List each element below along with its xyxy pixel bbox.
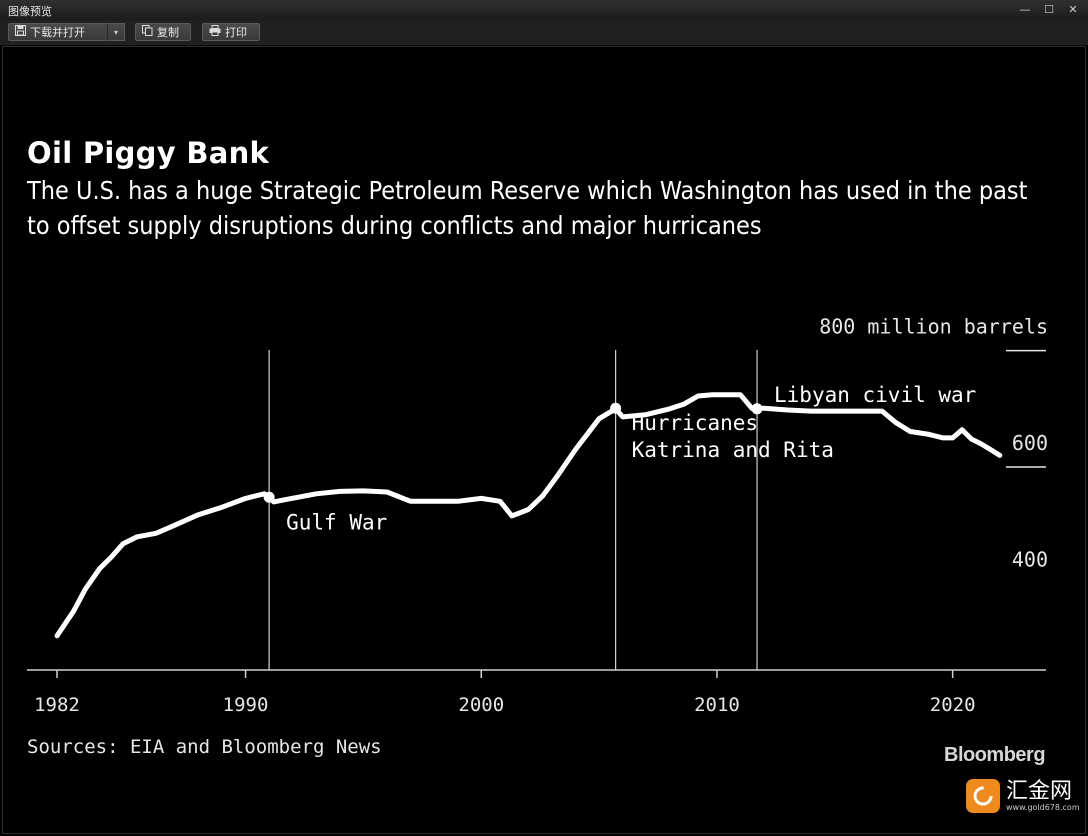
- chart-title: Oil Piggy Bank: [27, 136, 270, 170]
- close-button[interactable]: ✕: [1068, 2, 1078, 16]
- event-point-2: [751, 403, 763, 415]
- event-point-1: [610, 402, 622, 414]
- download-open-label: 下载并打开: [30, 26, 85, 39]
- x-tick-label-2: 2000: [458, 694, 504, 716]
- image-viewport: [2, 46, 1086, 834]
- window-controls: — ☐ ✕: [1018, 2, 1080, 16]
- gold678-logo-icon: [966, 779, 1000, 813]
- chevron-down-icon: ▾: [113, 27, 118, 37]
- copy-button[interactable]: 复制: [135, 23, 191, 41]
- save-icon: [15, 25, 26, 39]
- x-tick-label-1: 1990: [223, 694, 269, 716]
- watermark-name: 汇金网: [1006, 778, 1073, 804]
- x-tick-label-3: 2010: [694, 694, 740, 716]
- source-note: Sources: EIA and Bloomberg News: [27, 736, 382, 758]
- event-label-2: Libyan civil war: [774, 383, 976, 407]
- x-tick-label-0: 1982: [34, 694, 80, 716]
- download-dropdown-button[interactable]: ▾: [107, 23, 125, 41]
- print-label: 打印: [225, 26, 247, 39]
- copy-icon: [142, 25, 153, 39]
- event-point-0: [263, 491, 275, 503]
- print-button[interactable]: 打印: [202, 23, 260, 41]
- copy-label: 复制: [157, 26, 179, 39]
- event-label-1: Hurricanes: [632, 411, 758, 435]
- reserve-series-line: [54, 392, 1003, 639]
- chart-subtitle: The U.S. has a huge Strategic Petroleum …: [27, 176, 1028, 240]
- maximize-button[interactable]: ☐: [1044, 2, 1054, 16]
- bloomberg-logo: Bloomberg: [944, 744, 1046, 766]
- y-tick-label-2: 400: [1012, 547, 1048, 571]
- watermark-url: www.gold678.com: [1006, 802, 1080, 812]
- y-tick-label-0: 800 million barrels: [819, 315, 1048, 339]
- printer-icon: [209, 25, 221, 39]
- event-label-1-line2: Katrina and Rita: [632, 438, 834, 462]
- y-tick-label-1: 600: [1012, 431, 1048, 455]
- x-tick-label-4: 2020: [930, 694, 976, 716]
- window-title: 图像预览: [8, 5, 52, 18]
- event-label-0: Gulf War: [286, 510, 387, 534]
- toolbar: 下载并打开 ▾ 复制 打印: [0, 20, 1088, 46]
- gold678-watermark: 汇金网 www.gold678.com: [966, 778, 1080, 814]
- minimize-button[interactable]: —: [1019, 2, 1031, 16]
